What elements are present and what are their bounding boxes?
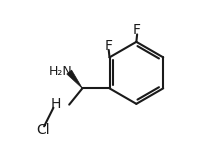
Text: F: F	[105, 39, 113, 53]
Text: Cl: Cl	[36, 123, 49, 137]
Text: H: H	[51, 97, 61, 111]
Text: F: F	[133, 23, 141, 37]
Text: H₂N: H₂N	[49, 65, 73, 78]
Polygon shape	[67, 70, 82, 88]
